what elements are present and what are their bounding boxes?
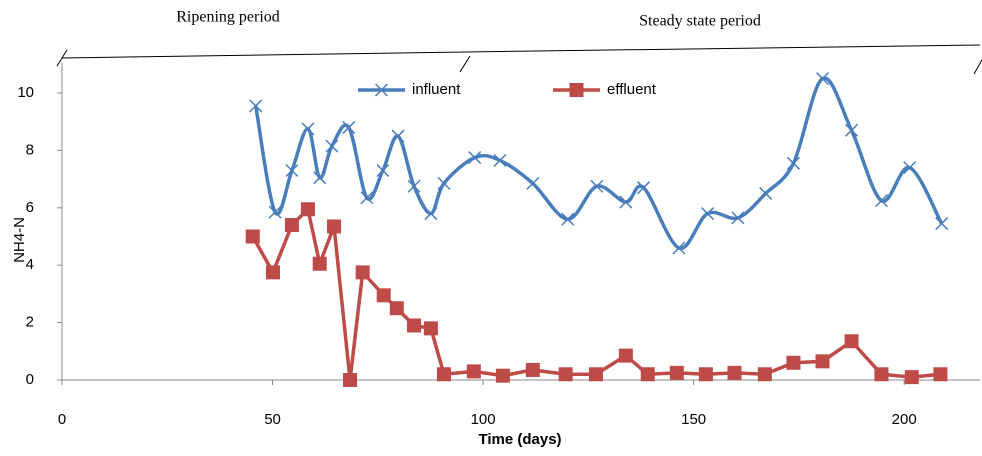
data-point [759,186,773,200]
series-line [251,205,941,381]
x-tick-label: 0 [58,411,66,428]
data-point [874,194,888,208]
data-point [619,195,633,209]
data-point [874,367,889,382]
data-point [495,368,510,383]
y-tick-label: 6 [26,199,34,216]
data-point [407,179,421,193]
annotation: Steady state period [639,13,761,30]
data-point [640,367,655,382]
data-point [423,321,438,336]
data-point [590,179,604,193]
data-point [437,176,451,190]
data-point [376,288,391,303]
data-point [786,156,800,170]
data-point [249,99,263,113]
data-point [786,355,801,370]
x-tick-label: 100 [471,411,496,428]
data-point [376,163,390,178]
data-point [343,373,358,387]
data-point [815,354,830,369]
legend-marker [569,83,584,97]
data-point [904,370,919,385]
data-point [933,367,948,382]
legend-label: effluent [607,81,657,98]
y-tick-label: 2 [26,314,34,331]
data-point [342,120,356,134]
data-point [525,362,540,377]
data-point [245,229,260,244]
data-point [325,139,339,153]
y-tick-label: 8 [26,141,34,158]
y-axis-label: NH4-N [11,217,28,263]
x-tick-label: 150 [681,411,706,428]
data-point [284,218,299,233]
data-point [355,265,370,280]
data-point [407,318,422,333]
data-point [268,205,282,219]
data-point [844,334,859,349]
data-point [588,367,603,382]
data-point [436,367,451,382]
data-point [424,207,438,221]
data-point [391,129,405,143]
data-point [526,176,540,190]
data-point [265,265,280,280]
y-tick-label: 4 [26,256,34,273]
data-point [698,367,713,382]
data-point [637,181,651,195]
data-point [701,207,715,221]
data-point [389,301,404,316]
series-line [253,76,944,250]
data-point [757,367,772,382]
data-point [672,241,686,255]
data-point [845,123,859,137]
data-point [313,171,327,185]
legend-marker [374,83,389,97]
data-point [558,367,573,382]
data-point [285,163,299,178]
x-axis-label: Time (days) [478,431,561,448]
y-tick-label: 10 [17,84,34,101]
x-tick-label: 200 [892,411,917,428]
annotation: Ripening period [176,9,280,26]
data-point [903,161,917,175]
data-point [727,365,742,380]
data-point [312,256,327,271]
legend-label: influent [412,81,461,98]
data-point [466,364,481,379]
data-point [561,212,575,226]
data-point [327,219,342,234]
data-point [618,348,633,363]
data-point [468,151,482,165]
data-point [669,365,684,380]
data-point [300,202,315,217]
x-tick-label: 50 [264,411,281,428]
data-point [493,153,507,167]
data-point [815,72,830,86]
y-tick-label: 0 [26,371,34,388]
period-brackets [56,44,982,75]
data-point [301,122,315,136]
data-point [360,191,374,205]
data-point [731,211,745,225]
data-point [935,217,949,231]
